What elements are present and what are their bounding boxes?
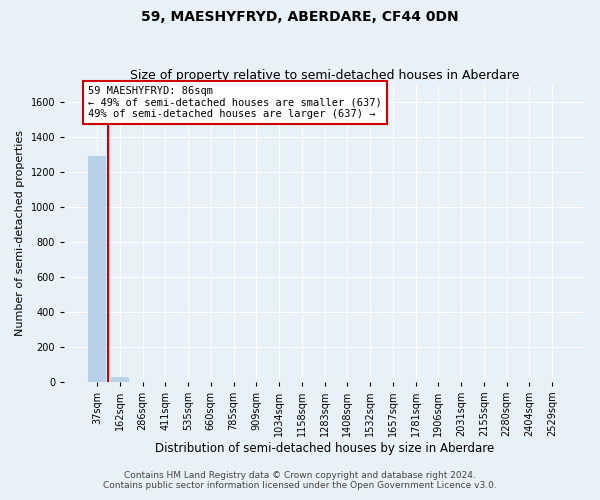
Y-axis label: Number of semi-detached properties: Number of semi-detached properties: [15, 130, 25, 336]
X-axis label: Distribution of semi-detached houses by size in Aberdare: Distribution of semi-detached houses by …: [155, 442, 494, 455]
Text: Contains HM Land Registry data © Crown copyright and database right 2024.
Contai: Contains HM Land Registry data © Crown c…: [103, 470, 497, 490]
Bar: [88, 156, 106, 382]
Bar: [110, 376, 129, 382]
Text: 59, MAESHYFRYD, ABERDARE, CF44 0DN: 59, MAESHYFRYD, ABERDARE, CF44 0DN: [141, 10, 459, 24]
Text: 59 MAESHYFRYD: 86sqm
← 49% of semi-detached houses are smaller (637)
49% of semi: 59 MAESHYFRYD: 86sqm ← 49% of semi-detac…: [88, 86, 382, 119]
Title: Size of property relative to semi-detached houses in Aberdare: Size of property relative to semi-detach…: [130, 69, 519, 82]
